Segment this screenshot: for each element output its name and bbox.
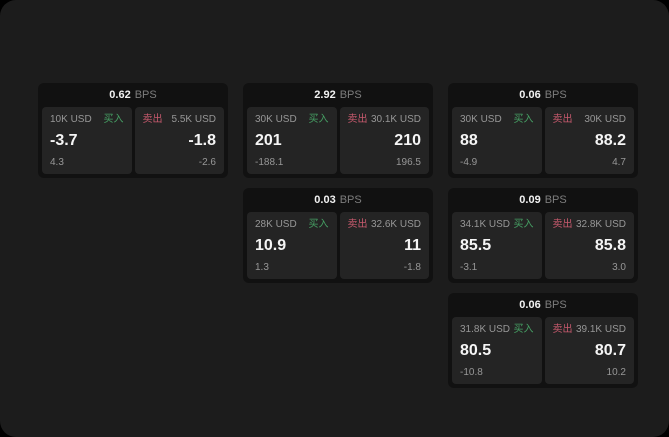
- price-card: 0.06 BPS 30K USD 买入 88 -4.9 卖出 30K USD: [448, 83, 638, 178]
- sell-price: 210: [394, 132, 421, 149]
- bps-unit-label: BPS: [339, 89, 362, 101]
- sell-side-label: 卖出: [552, 324, 573, 335]
- buy-tile[interactable]: 34.1K USD 买入 85.5 -3.1: [452, 212, 542, 279]
- sell-notional: 32.6K USD: [370, 219, 421, 230]
- sell-tile[interactable]: 卖出 30.1K USD 210 196.5: [339, 107, 429, 174]
- sell-notional: 32.8K USD: [575, 219, 626, 230]
- quote-panels: 34.1K USD 买入 85.5 -3.1 卖出 32.8K USD 85.8…: [448, 212, 638, 283]
- buy-tile[interactable]: 28K USD 买入 10.9 1.3: [247, 212, 337, 279]
- sell-side-label: 卖出: [552, 219, 573, 230]
- sell-tile[interactable]: 卖出 32.8K USD 85.8 3.0: [544, 212, 634, 279]
- buy-price: 88: [460, 132, 478, 149]
- sell-delta: 10.2: [606, 367, 626, 378]
- quote-panels: 30K USD 买入 201 -188.1 卖出 30.1K USD 210 1…: [243, 107, 433, 178]
- bps-header: 0.09 BPS: [448, 188, 638, 212]
- buy-side-label: 买入: [513, 324, 534, 335]
- buy-notional: 30K USD: [460, 114, 502, 125]
- sell-side-label: 卖出: [142, 114, 163, 125]
- sell-side-label: 卖出: [552, 114, 573, 125]
- sell-delta: -2.6: [198, 157, 216, 168]
- bps-header: 2.92 BPS: [243, 83, 433, 107]
- price-card: 0.03 BPS 28K USD 买入 10.9 1.3 卖出 32.6K US…: [243, 188, 433, 283]
- buy-price: 85.5: [460, 237, 492, 254]
- buy-notional: 34.1K USD: [460, 219, 511, 230]
- bps-header: 0.03 BPS: [243, 188, 433, 212]
- buy-notional: 28K USD: [255, 219, 297, 230]
- sell-notional: 5.5K USD: [171, 114, 216, 125]
- buy-side-label: 买入: [308, 219, 329, 230]
- buy-side-label: 买入: [308, 114, 329, 125]
- price-card: 0.62 BPS 10K USD 买入 -3.7 4.3 卖出 5.5K USD: [38, 83, 228, 178]
- bps-header: 0.62 BPS: [38, 83, 228, 107]
- sell-delta: 4.7: [612, 157, 626, 168]
- bps-unit-label: BPS: [544, 299, 567, 311]
- sell-price: 80.7: [594, 342, 626, 359]
- sell-tile[interactable]: 卖出 32.6K USD 11 -1.8: [339, 212, 429, 279]
- sell-delta: -1.8: [403, 262, 421, 273]
- bps-header: 0.06 BPS: [448, 293, 638, 317]
- buy-delta: -3.1: [460, 262, 478, 273]
- quote-panels: 30K USD 买入 88 -4.9 卖出 30K USD 88.2 4.7: [448, 107, 638, 178]
- buy-tile[interactable]: 10K USD 买入 -3.7 4.3: [42, 107, 132, 174]
- sell-tile[interactable]: 卖出 30K USD 88.2 4.7: [544, 107, 634, 174]
- sell-notional: 30K USD: [584, 114, 626, 125]
- sell-notional: 30.1K USD: [370, 114, 421, 125]
- buy-delta: 1.3: [255, 262, 269, 273]
- sell-delta: 3.0: [612, 262, 626, 273]
- sell-tile[interactable]: 卖出 5.5K USD -1.8 -2.6: [134, 107, 224, 174]
- price-card: 0.06 BPS 31.8K USD 买入 80.5 -10.8 卖出 39.1…: [448, 293, 638, 388]
- bps-unit-label: BPS: [134, 89, 157, 101]
- buy-notional: 31.8K USD: [460, 324, 511, 335]
- sell-price: -1.8: [188, 132, 216, 149]
- sell-delta: 196.5: [395, 157, 421, 168]
- buy-tile[interactable]: 30K USD 买入 201 -188.1: [247, 107, 337, 174]
- bps-value: 0.06: [519, 299, 541, 311]
- bps-header: 0.06 BPS: [448, 83, 638, 107]
- buy-side-label: 买入: [103, 114, 124, 125]
- buy-side-label: 买入: [513, 114, 534, 125]
- sell-price: 85.8: [594, 237, 626, 254]
- buy-price: 201: [255, 132, 282, 149]
- buy-notional: 10K USD: [50, 114, 92, 125]
- bps-value: 0.62: [109, 89, 131, 101]
- buy-delta: -188.1: [255, 157, 284, 168]
- price-card: 2.92 BPS 30K USD 买入 201 -188.1 卖出 30.1K …: [243, 83, 433, 178]
- buy-tile[interactable]: 30K USD 买入 88 -4.9: [452, 107, 542, 174]
- buy-delta: -10.8: [460, 367, 483, 378]
- buy-price: -3.7: [50, 132, 78, 149]
- bps-unit-label: BPS: [544, 194, 567, 206]
- buy-tile[interactable]: 31.8K USD 买入 80.5 -10.8: [452, 317, 542, 384]
- buy-price: 10.9: [255, 237, 287, 254]
- quote-panels: 10K USD 买入 -3.7 4.3 卖出 5.5K USD -1.8 -2.…: [38, 107, 228, 178]
- buy-notional: 30K USD: [255, 114, 297, 125]
- sell-side-label: 卖出: [347, 219, 368, 230]
- buy-side-label: 买入: [513, 219, 534, 230]
- bps-unit-label: BPS: [544, 89, 567, 101]
- sell-price: 11: [404, 237, 421, 254]
- sell-tile[interactable]: 卖出 39.1K USD 80.7 10.2: [544, 317, 634, 384]
- bps-unit-label: BPS: [339, 194, 362, 206]
- quote-panels: 28K USD 买入 10.9 1.3 卖出 32.6K USD 11 -1.8: [243, 212, 433, 283]
- buy-delta: 4.3: [50, 157, 64, 168]
- quote-panels: 31.8K USD 买入 80.5 -10.8 卖出 39.1K USD 80.…: [448, 317, 638, 388]
- buy-delta: -4.9: [460, 157, 478, 168]
- sell-side-label: 卖出: [347, 114, 368, 125]
- sell-notional: 39.1K USD: [575, 324, 626, 335]
- bps-value: 0.03: [314, 194, 336, 206]
- sell-price: 88.2: [594, 132, 626, 149]
- bps-value: 2.92: [314, 89, 336, 101]
- buy-price: 80.5: [460, 342, 492, 359]
- bps-value: 0.06: [519, 89, 541, 101]
- bps-value: 0.09: [519, 194, 541, 206]
- price-card-grid: 0.62 BPS 10K USD 买入 -3.7 4.3 卖出 5.5K USD: [38, 83, 638, 388]
- price-card: 0.09 BPS 34.1K USD 买入 85.5 -3.1 卖出 32.8K…: [448, 188, 638, 283]
